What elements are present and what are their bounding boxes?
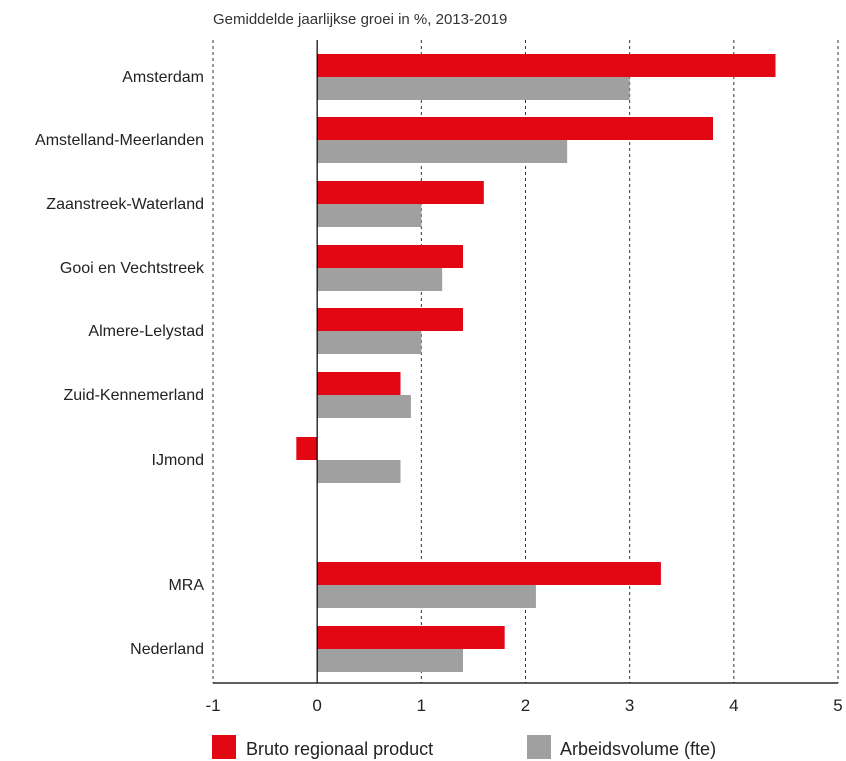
x-tick-label: 0 xyxy=(312,696,321,715)
bar-arbeid-1 xyxy=(317,140,568,163)
x-tick-labels: -1 0 1 2 3 4 5 xyxy=(205,696,842,715)
legend: Bruto regionaal product Arbeidsvolume (f… xyxy=(212,735,716,759)
category-label: Amsterdam xyxy=(122,69,204,86)
legend-swatch-arbeid xyxy=(527,735,551,759)
bar-arbeid-4 xyxy=(317,331,422,354)
bar-bruto-7 xyxy=(317,562,661,585)
legend-swatch-bruto xyxy=(212,735,236,759)
bar-arbeid-5 xyxy=(317,395,411,418)
bar-bruto-2 xyxy=(317,181,484,204)
x-tick-label: 2 xyxy=(521,696,530,715)
category-label: IJmond xyxy=(152,452,204,469)
category-label: Zaanstreek-Waterland xyxy=(46,196,204,213)
bar-arbeid-3 xyxy=(317,268,443,291)
bar-arbeid-7 xyxy=(317,585,536,608)
bar-arbeid-8 xyxy=(317,649,463,672)
bar-arbeid-0 xyxy=(317,77,630,100)
bar-bruto-1 xyxy=(317,117,713,140)
chart-subtitle: Gemiddelde jaarlijkse groei in %, 2013-2… xyxy=(213,11,507,28)
x-tick-label: -1 xyxy=(205,696,220,715)
bar-bruto-8 xyxy=(317,626,505,649)
bar-bruto-0 xyxy=(317,54,776,77)
bar-arbeid-6 xyxy=(317,460,401,483)
bar-bruto-6 xyxy=(296,437,318,460)
bars xyxy=(296,54,776,672)
category-label: MRA xyxy=(168,577,204,594)
legend-label-bruto: Bruto regionaal product xyxy=(246,739,433,759)
x-tick-label: 1 xyxy=(417,696,426,715)
bar-bruto-4 xyxy=(317,308,463,331)
bar-arbeid-2 xyxy=(317,204,422,227)
x-tick-label: 3 xyxy=(625,696,634,715)
bar-bruto-3 xyxy=(317,245,463,268)
x-tick-label: 5 xyxy=(833,696,842,715)
category-labels: Amsterdam Amstelland-Meerlanden Zaanstreek… xyxy=(35,69,205,658)
category-label: Zuid-Kennemerland xyxy=(63,387,204,404)
legend-label-arbeid: Arbeidsvolume (fte) xyxy=(560,739,716,759)
category-label: Gooi en Vechtstreek xyxy=(60,260,205,277)
x-tick-label: 4 xyxy=(729,696,738,715)
bar-bruto-5 xyxy=(317,372,401,395)
axes xyxy=(213,40,838,684)
category-label: Nederland xyxy=(130,641,204,658)
category-label: Almere-Lelystad xyxy=(88,323,204,340)
category-label: Amstelland-Meerlanden xyxy=(35,132,204,149)
